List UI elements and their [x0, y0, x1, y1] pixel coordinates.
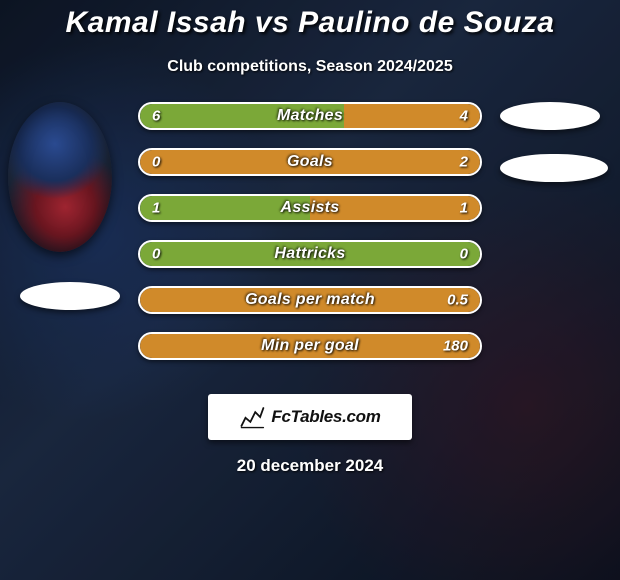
brand-text: FcTables.com	[271, 407, 380, 427]
player-name-pill-left	[20, 282, 120, 310]
subtitle: Club competitions, Season 2024/2025	[0, 58, 620, 76]
stat-label: Goals per match	[140, 291, 480, 309]
stat-row: 11Assists	[138, 194, 482, 222]
stat-row: 02Goals	[138, 148, 482, 176]
stat-label: Goals	[140, 153, 480, 171]
player-name-pill-right-1	[500, 102, 600, 130]
stat-row: 64Matches	[138, 102, 482, 130]
stat-row: 180Min per goal	[138, 332, 482, 360]
comparison-area: 64Matches 02Goals 11Assists 00Hattricks 0.5G…	[0, 102, 620, 382]
stat-label: Min per goal	[140, 337, 480, 355]
page-title: Kamal Issah vs Paulino de Souza	[0, 0, 620, 40]
stat-label: Assists	[140, 199, 480, 217]
brand-badge[interactable]: FcTables.com	[208, 394, 412, 440]
date-caption: 20 december 2024	[0, 456, 620, 476]
stat-row: 00Hattricks	[138, 240, 482, 268]
content-wrapper: Kamal Issah vs Paulino de Souza Club com…	[0, 0, 620, 580]
fctables-logo-icon	[239, 404, 265, 430]
player-name-pill-right-2	[500, 154, 608, 182]
stat-label: Hattricks	[140, 245, 480, 263]
stat-label: Matches	[140, 107, 480, 125]
stat-row: 0.5Goals per match	[138, 286, 482, 314]
stats-list: 64Matches 02Goals 11Assists 00Hattricks 0.5G…	[138, 102, 482, 378]
player-avatar-left	[8, 102, 112, 252]
